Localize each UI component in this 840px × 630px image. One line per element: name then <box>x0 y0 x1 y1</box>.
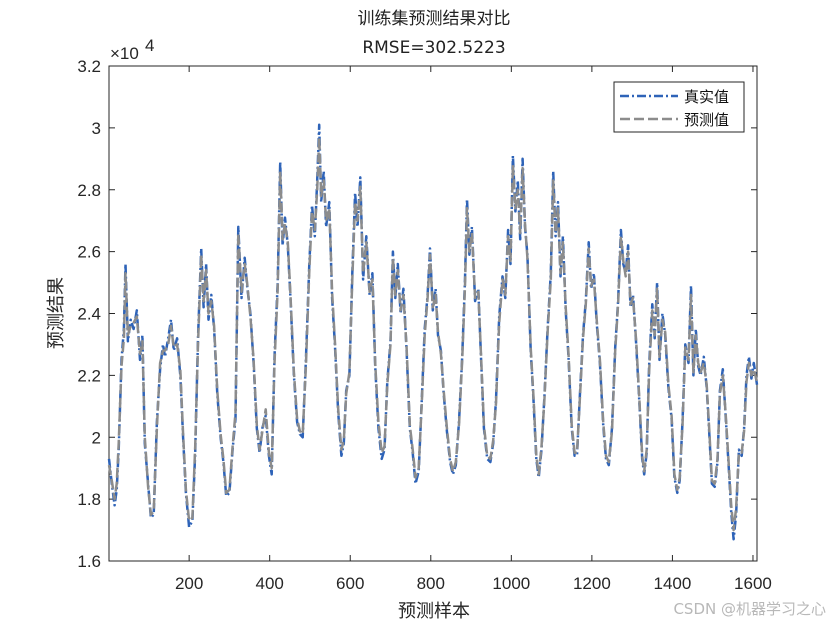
y-tick-label: 2.8 <box>77 181 101 200</box>
legend: 真实值 预测值 <box>613 81 745 133</box>
chart-subtitle: RMSE=302.5223 <box>362 38 505 58</box>
series-layer <box>107 123 759 541</box>
x-tick-label: 1000 <box>492 574 530 593</box>
y-tick-label: 2.2 <box>77 366 101 385</box>
x-tick-label: 1200 <box>573 574 611 593</box>
x-tick-label: 800 <box>417 574 445 593</box>
x-axis: 200 400 600 800 1000 1200 1400 1600 <box>175 66 772 593</box>
x-tick-label: 400 <box>256 574 284 593</box>
y-tick-label: 2 <box>92 428 101 447</box>
y-tick-label: 2.6 <box>77 243 101 262</box>
x-tick-label: 600 <box>336 574 364 593</box>
y-tick-label: 1.8 <box>77 490 101 509</box>
legend-label-pred: 预测值 <box>684 111 729 129</box>
x-tick-label: 200 <box>175 574 203 593</box>
x-tick-label: 1400 <box>654 574 692 593</box>
x-tick-label: 1600 <box>734 574 772 593</box>
legend-label-true: 真实值 <box>684 88 729 106</box>
x-axis-label: 预测样本 <box>398 601 470 622</box>
y-tick-label: 2.4 <box>77 305 101 324</box>
exponent-power: 4 <box>145 36 154 55</box>
plot-area <box>108 65 758 562</box>
chart-title: 训练集预测结果对比 <box>358 9 511 29</box>
y-axis: 1.6 1.8 2 2.2 2.4 2.6 2.8 3 3.2 <box>77 57 757 571</box>
watermark: CSDN @机器学习之心 <box>673 600 826 618</box>
exponent-base: ×10 <box>110 44 139 63</box>
y-tick-label: 3.2 <box>77 57 101 76</box>
series-line-pred <box>107 135 759 532</box>
y-tick-label: 1.6 <box>77 552 101 571</box>
y-tick-label: 3 <box>92 119 101 138</box>
legend-box <box>613 81 745 133</box>
exponent-label: ×10 4 <box>110 36 154 63</box>
y-axis-label: 预测结果 <box>46 277 67 349</box>
